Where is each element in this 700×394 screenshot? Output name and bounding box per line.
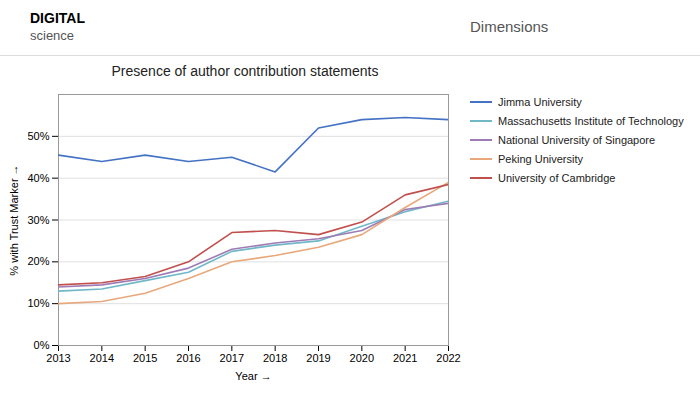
html-text:DIGITAL: DIGITAL — [30, 10, 85, 26]
html-text:University of Cambridge: University of Cambridge — [498, 172, 616, 184]
svg-text:2013: 2013 — [46, 352, 70, 364]
svg-text:% with Trust Marker →: % with Trust Marker → — [8, 164, 20, 275]
svg-text:30%: 30% — [27, 214, 49, 226]
html-text:Peking University: Peking University — [498, 153, 583, 165]
svg-text:2020: 2020 — [350, 352, 374, 364]
svg-text:2016: 2016 — [176, 352, 200, 364]
svg-text:2015: 2015 — [133, 352, 157, 364]
html-text:National University of Singapo: National University of Singapore — [498, 134, 656, 146]
svg-text:0%: 0% — [34, 339, 50, 351]
html-text:science: science — [30, 28, 75, 43]
svg-text:50%: 50% — [27, 130, 49, 142]
svg-text:2014: 2014 — [90, 352, 114, 364]
svg-text:2022: 2022 — [436, 352, 460, 364]
svg-text:2021: 2021 — [393, 352, 417, 364]
svg-text:Year →: Year → — [235, 370, 271, 382]
svg-text:2019: 2019 — [306, 352, 330, 364]
svg-text:2017: 2017 — [220, 352, 244, 364]
html-text:Dimensions: Dimensions — [470, 18, 549, 35]
svg-text:20%: 20% — [27, 255, 49, 267]
html-text:Jimma University: Jimma University — [498, 96, 582, 108]
svg-text:2018: 2018 — [263, 352, 287, 364]
svg-text:10%: 10% — [27, 297, 49, 309]
html-text:Presence of author contributio: Presence of author contribution statemen… — [111, 63, 379, 79]
html-text:Massachusetts Institute of Tec: Massachusetts Institute of Technology — [498, 115, 684, 127]
svg-text:40%: 40% — [27, 172, 49, 184]
